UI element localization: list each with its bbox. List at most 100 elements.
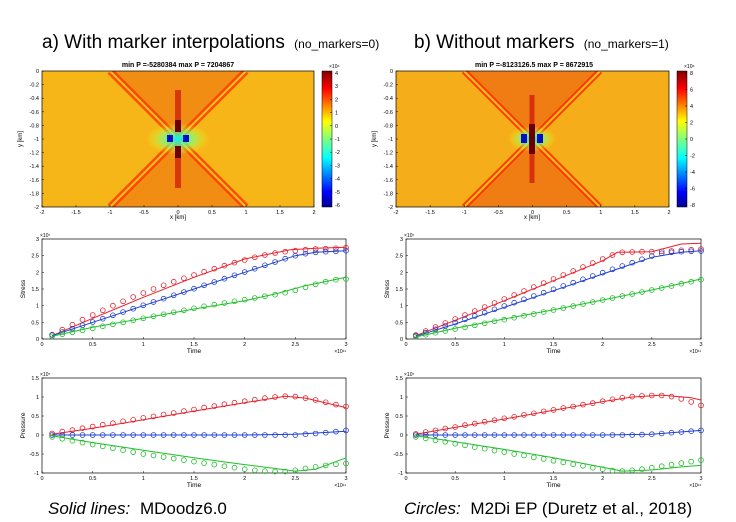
series-point-blue bbox=[292, 252, 299, 259]
series-point-green bbox=[59, 331, 66, 338]
series-point-blue bbox=[678, 248, 685, 255]
x-exponent-label: ×10¹¹ bbox=[334, 483, 346, 489]
series-point-green bbox=[678, 460, 685, 466]
series-point-blue bbox=[452, 319, 459, 326]
colorbar-tick-label: -6 bbox=[335, 203, 340, 209]
series-point-blue bbox=[501, 432, 508, 438]
series-point-green bbox=[181, 307, 187, 314]
series-point-blue bbox=[442, 432, 449, 438]
series-point-blue bbox=[432, 326, 439, 333]
series-point-blue bbox=[130, 305, 137, 312]
series-point-blue bbox=[521, 296, 527, 303]
series-point-red bbox=[140, 415, 147, 421]
x-axis-label: Time bbox=[187, 348, 202, 355]
series-point-blue bbox=[560, 432, 567, 438]
series-point-red bbox=[462, 422, 468, 428]
series-point-blue bbox=[521, 432, 527, 438]
series-point-green bbox=[312, 464, 319, 470]
series-point-red bbox=[639, 248, 645, 255]
series-point-green bbox=[688, 458, 694, 465]
series-point-blue bbox=[511, 299, 518, 306]
series-point-blue bbox=[252, 265, 258, 272]
header-right: b) Without markers (no_markers=1) bbox=[414, 32, 669, 53]
series-point-blue bbox=[292, 432, 299, 438]
series-point-red bbox=[589, 400, 596, 406]
y-tick-label: -0.6 bbox=[30, 110, 39, 116]
series-point-blue bbox=[688, 248, 694, 255]
y-tick-label: -1.6 bbox=[30, 178, 39, 184]
series-point-blue bbox=[120, 309, 126, 315]
colorbar-tick-label: 8 bbox=[690, 71, 693, 77]
series-point-blue bbox=[530, 293, 537, 299]
y-exponent-label: ×10⁷ bbox=[40, 372, 50, 378]
series-point-blue bbox=[648, 253, 655, 259]
x-tick-label: -1.5 bbox=[71, 210, 80, 216]
series-point-red bbox=[110, 302, 116, 309]
pressure-plot-b: 0 0.5 1 1.5 2 2.5 3-1-0.500.511.5TimePressure×… bbox=[384, 372, 704, 489]
series-point-red bbox=[211, 403, 218, 409]
series-point-blue bbox=[49, 432, 55, 438]
series-point-blue bbox=[302, 250, 309, 257]
y-tick-label: 0 bbox=[36, 69, 39, 75]
series-point-red bbox=[231, 259, 238, 266]
x-tick-label: 3 bbox=[344, 342, 347, 348]
series-point-blue bbox=[100, 315, 106, 322]
x-exponent-label: ×10¹¹ bbox=[334, 349, 346, 355]
heatmap-a-y-ticks: 0 -0.2 -0.4 -0.6 -0.8 -1 -1.2 -1.4 -1.6 -1.8 -2 bbox=[30, 69, 44, 211]
heatmap-b-colorbar-ticks: 8 6 4 2 0 -2 -4 -6 -8 bbox=[685, 71, 695, 209]
series-point-red bbox=[69, 321, 76, 328]
series-point-green bbox=[481, 445, 488, 452]
series-point-green bbox=[252, 467, 258, 474]
series-point-green bbox=[120, 319, 126, 326]
y-tick-label: 3 bbox=[400, 237, 403, 243]
series-point-green bbox=[89, 325, 96, 332]
x-tick-label: 1 bbox=[503, 476, 506, 482]
y-tick-label: -0.5 bbox=[30, 452, 39, 458]
series-point-red bbox=[462, 312, 468, 318]
x-tick-label: 2 bbox=[243, 476, 246, 482]
header-left-note: (no_markers=0) bbox=[294, 37, 379, 51]
series-point-blue bbox=[160, 432, 167, 438]
series-point-red bbox=[181, 408, 187, 414]
series-point-red bbox=[629, 393, 635, 400]
series-point-blue bbox=[580, 276, 586, 283]
y-tick-label: 0 bbox=[400, 433, 403, 439]
series-point-green bbox=[201, 303, 207, 310]
series-point-red bbox=[471, 420, 478, 427]
series-point-blue bbox=[491, 306, 498, 313]
heatmap-a-xlabel: x [km] bbox=[170, 215, 186, 221]
series-point-green bbox=[89, 441, 96, 448]
heatmap-b-xlabel: x [km] bbox=[524, 215, 540, 221]
y-tick-label: 0.5 bbox=[31, 320, 39, 326]
colorbar-tick-label: -2 bbox=[690, 154, 695, 160]
footer-right: Circles: M2Di EP (Duretz et al., 2018) bbox=[404, 499, 692, 518]
series-point-green bbox=[668, 283, 675, 289]
colorbar-tick-label: 4 bbox=[335, 71, 338, 77]
series-point-red bbox=[580, 264, 586, 270]
y-tick-label: 2 bbox=[400, 270, 403, 276]
series-point-blue bbox=[550, 432, 557, 438]
series-point-blue bbox=[110, 432, 116, 438]
x-tick-label: 2 bbox=[601, 476, 604, 482]
x-exponent-label: ×10¹¹ bbox=[689, 483, 701, 489]
series-point-green bbox=[698, 457, 704, 463]
x-tick-label: 2.5 bbox=[292, 342, 300, 348]
series-point-green bbox=[570, 461, 576, 468]
series-point-green bbox=[550, 307, 557, 313]
x-tick-label: 0.5 bbox=[451, 342, 459, 348]
y-tick-label: -0.5 bbox=[394, 452, 403, 458]
series-point-blue bbox=[201, 282, 207, 289]
series-point-green bbox=[69, 437, 76, 444]
heatmap-a-center-dark-bottom bbox=[175, 146, 181, 158]
series-point-green bbox=[501, 449, 508, 455]
series-point-red bbox=[550, 407, 557, 413]
series-point-red bbox=[221, 262, 228, 269]
heatmap-b-ylabel: y [km] bbox=[372, 131, 378, 147]
x-tick-label: 1.5 bbox=[550, 476, 558, 482]
series-point-blue bbox=[658, 250, 665, 257]
series-point-blue bbox=[589, 273, 596, 279]
series-point-green bbox=[221, 463, 228, 470]
x-tick-label: 0.5 bbox=[208, 210, 216, 216]
series-point-green bbox=[481, 320, 488, 327]
y-tick-label: -0.6 bbox=[384, 110, 393, 116]
